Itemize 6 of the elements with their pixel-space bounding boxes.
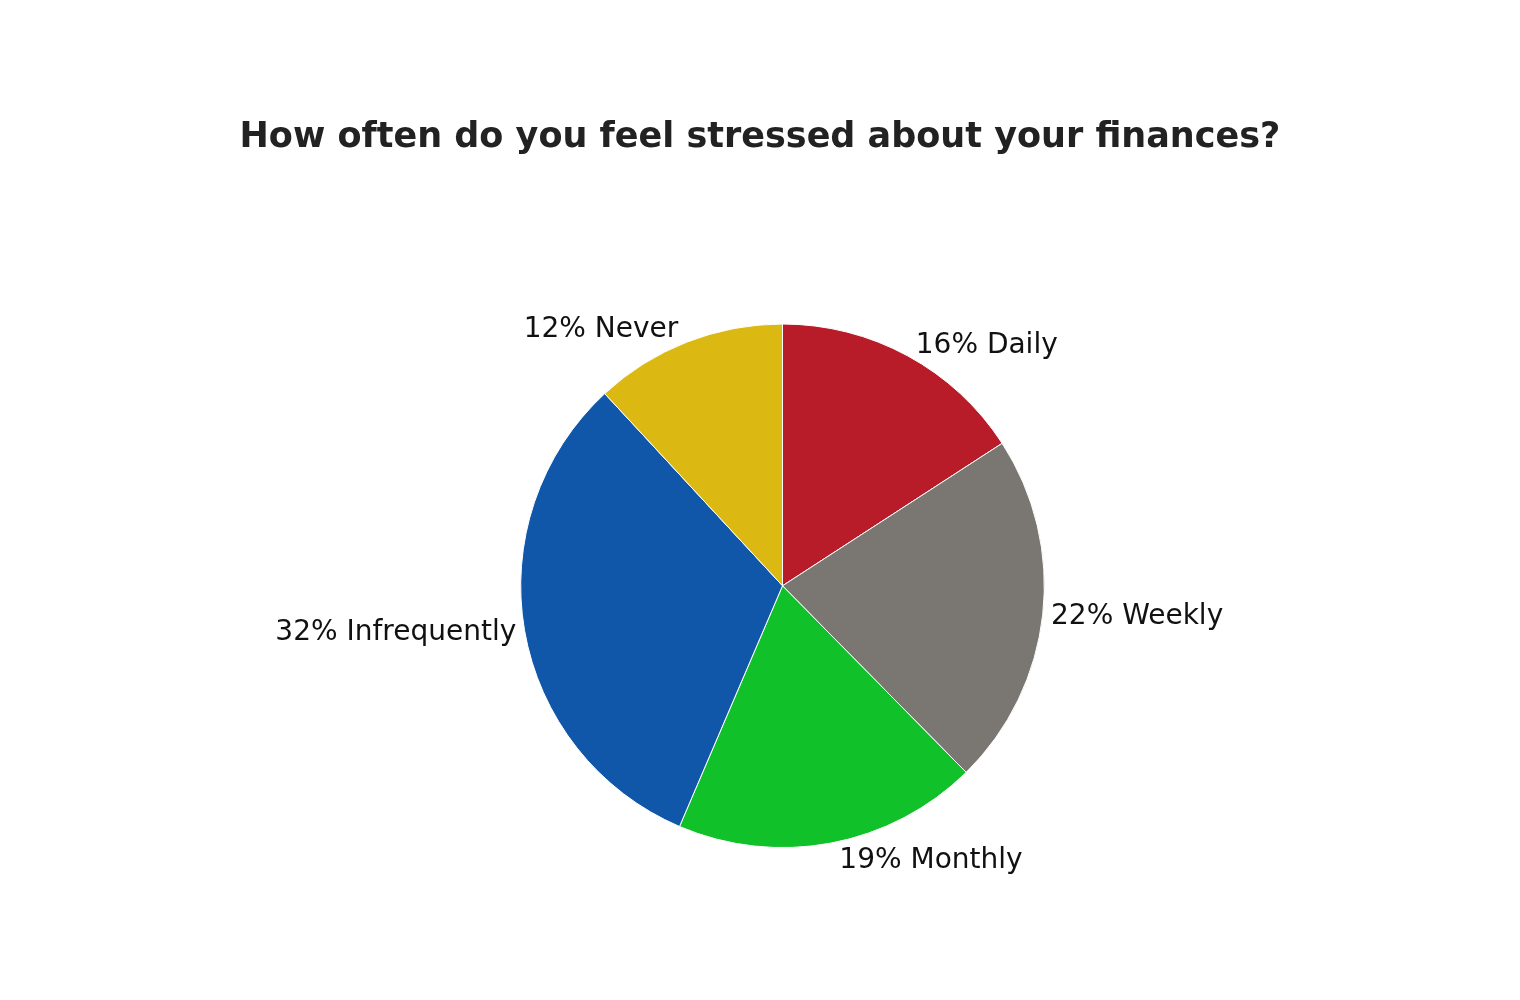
- slice-label: 19% Monthly: [839, 842, 1023, 876]
- slice-label: 12% Never: [523, 311, 679, 345]
- slice-label: 32% Infrequently: [275, 614, 517, 648]
- chart-title: How often do you feel stressed about your finances?: [239, 115, 1281, 156]
- slice-label: 22% Weekly: [1051, 597, 1224, 631]
- slice-label: 16% Daily: [915, 326, 1058, 360]
